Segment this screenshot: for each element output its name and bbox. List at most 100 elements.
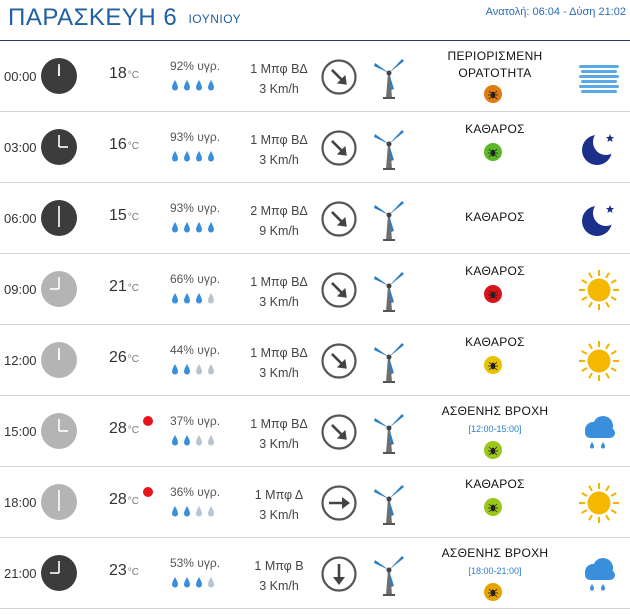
pollen-level-icon bbox=[484, 285, 502, 303]
forecast-row: 06:00 15°C 93% υγρ. 2 Μπφ ΒΔ 9 Km/h ΚΑΘΑ… bbox=[0, 183, 630, 254]
weather-condition: ΠΕΡΙΟΡΙΣΜΕΝΗ ΟΡΑΤΟΤΗΤΑ bbox=[447, 49, 543, 80]
wind-turbine-icon bbox=[372, 481, 406, 525]
wind-info: 1 Μπφ ΒΔ 3 Km/h bbox=[236, 272, 322, 312]
wind-info: 1 Μπφ ΒΔ 3 Km/h bbox=[236, 343, 322, 383]
temperature-value: 28 bbox=[109, 491, 127, 508]
temperature-unit: °C bbox=[127, 283, 140, 294]
temperature: 26°C bbox=[109, 349, 139, 367]
temperature: 28°C bbox=[109, 491, 139, 509]
humidity: 53% υγρ. bbox=[169, 556, 221, 570]
humidity-drops-icon bbox=[169, 221, 221, 235]
sunrise-sunset: Ανατολή: 06:04 - Δύση 21:02 bbox=[485, 6, 626, 18]
forecast-row: 12:00 26°C 44% υγρ. 1 Μπφ ΒΔ 3 Km/h ΚΑΘΑ… bbox=[0, 325, 630, 396]
condition-period: [12:00-15:00] bbox=[468, 424, 522, 434]
condition-period: [18:00-21:00] bbox=[468, 566, 522, 576]
humidity-drops-icon bbox=[169, 150, 221, 164]
clock-icon bbox=[41, 484, 77, 520]
wind-speed: 3 Km/h bbox=[259, 508, 299, 522]
clock-icon bbox=[41, 58, 77, 94]
temperature-value: 15 bbox=[109, 207, 127, 224]
wind-force: 1 Μπφ ΒΔ bbox=[250, 275, 308, 289]
pollen-level-icon bbox=[484, 356, 502, 374]
pollen-level-icon bbox=[484, 498, 502, 516]
humidity: 93% υγρ. bbox=[169, 130, 221, 144]
sun-icon bbox=[577, 268, 621, 312]
forecast-row: 15:00 28°C 37% υγρ. 1 Μπφ ΒΔ 3 Km/h ΑΣΘΕ… bbox=[0, 396, 630, 467]
humidity-drops-icon bbox=[169, 505, 221, 519]
sun-icon bbox=[577, 339, 621, 383]
temperature-value: 28 bbox=[109, 420, 127, 437]
pollen-level-icon bbox=[484, 441, 502, 459]
forecast-row: 03:00 16°C 93% υγρ. 1 Μπφ ΒΔ 3 Km/h ΚΑΘΑ… bbox=[0, 112, 630, 183]
humidity-drops-icon bbox=[169, 576, 221, 590]
wind-turbine-icon bbox=[372, 410, 406, 454]
wind-force: 1 Μπφ ΒΔ bbox=[250, 417, 308, 431]
wind-direction-arrow-icon bbox=[321, 414, 357, 450]
wind-direction-arrow-icon bbox=[321, 343, 357, 379]
forecast-row: 09:00 21°C 66% υγρ. 1 Μπφ ΒΔ 3 Km/h ΚΑΘΑ… bbox=[0, 254, 630, 325]
rain-indicator-dot bbox=[143, 487, 153, 497]
humidity-drops-icon bbox=[169, 434, 221, 448]
temperature-value: 21 bbox=[109, 278, 127, 295]
wind-force: 1 Μπφ Β bbox=[254, 559, 304, 573]
wind-direction-arrow-icon bbox=[321, 272, 357, 308]
humidity-drops-icon bbox=[169, 79, 221, 93]
weather-condition: ΑΣΘΕΝΗΣ ΒΡΟΧΗ bbox=[441, 404, 549, 418]
wind-force: 2 Μπφ ΒΔ bbox=[250, 204, 308, 218]
wind-direction-arrow-icon bbox=[321, 130, 357, 166]
wind-speed: 3 Km/h bbox=[259, 579, 299, 593]
wind-speed: 9 Km/h bbox=[259, 224, 299, 238]
wind-info: 1 Μπφ ΒΔ 3 Km/h bbox=[236, 130, 322, 170]
wind-force: 1 Μπφ Δ bbox=[254, 488, 304, 502]
weather-condition: ΚΑΘΑΡΟΣ bbox=[465, 335, 525, 349]
wind-info: 1 Μπφ ΒΔ 3 Km/h bbox=[236, 414, 322, 454]
weather-condition: ΚΑΘΑΡΟΣ bbox=[465, 477, 525, 491]
rain-cloud-icon bbox=[577, 552, 621, 596]
forecast-time: 18:00 bbox=[4, 495, 37, 510]
wind-speed: 3 Km/h bbox=[259, 437, 299, 451]
month-label: ΙΟΥΝΙΟΥ bbox=[188, 11, 242, 26]
clock-icon bbox=[41, 200, 77, 236]
temperature-value: 16 bbox=[109, 136, 127, 153]
humidity: 44% υγρ. bbox=[169, 343, 221, 357]
forecast-time: 12:00 bbox=[4, 353, 37, 368]
pollen-level-icon bbox=[484, 143, 502, 161]
forecast-time: 15:00 bbox=[4, 424, 37, 439]
temperature-value: 23 bbox=[109, 562, 127, 579]
wind-direction-arrow-icon bbox=[321, 201, 357, 237]
forecast-time: 03:00 bbox=[4, 140, 37, 155]
wind-info: 1 Μπφ Β 3 Km/h bbox=[236, 556, 322, 596]
wind-info: 1 Μπφ Δ 3 Km/h bbox=[236, 485, 322, 525]
rain-indicator-dot bbox=[143, 416, 153, 426]
temperature-unit: °C bbox=[127, 496, 140, 507]
pollen-level-icon bbox=[484, 85, 502, 103]
temperature-value: 18 bbox=[109, 65, 127, 82]
day-title: ΠΑΡΑΣΚΕΥΗ 6 ΙΟΥΝΙΟΥ bbox=[8, 4, 241, 32]
wind-turbine-icon bbox=[372, 552, 406, 596]
wind-direction-arrow-icon bbox=[321, 485, 357, 521]
fog-icon bbox=[577, 55, 621, 99]
temperature-unit: °C bbox=[127, 141, 140, 152]
temperature: 21°C bbox=[109, 278, 139, 296]
day-header: ΠΑΡΑΣΚΕΥΗ 6 ΙΟΥΝΙΟΥ Ανατολή: 06:04 - Δύσ… bbox=[0, 0, 630, 41]
temperature: 16°C bbox=[109, 136, 139, 154]
humidity: 66% υγρ. bbox=[169, 272, 221, 286]
temperature-unit: °C bbox=[127, 354, 140, 365]
temperature: 18°C bbox=[109, 65, 139, 83]
wind-speed: 3 Km/h bbox=[259, 82, 299, 96]
sun-icon bbox=[577, 481, 621, 525]
clock-icon bbox=[41, 342, 77, 378]
wind-turbine-icon bbox=[372, 197, 406, 241]
clock-icon bbox=[41, 129, 77, 165]
humidity: 93% υγρ. bbox=[169, 201, 221, 215]
pollen-level-icon bbox=[484, 583, 502, 601]
wind-force: 1 Μπφ ΒΔ bbox=[250, 62, 308, 76]
humidity-drops-icon bbox=[169, 292, 221, 306]
forecast-time: 09:00 bbox=[4, 282, 37, 297]
weather-condition: ΚΑΘΑΡΟΣ bbox=[465, 264, 525, 278]
wind-info: 1 Μπφ ΒΔ 3 Km/h bbox=[236, 59, 322, 99]
moon-icon bbox=[577, 126, 621, 170]
forecast-row: 00:00 18°C 92% υγρ. 1 Μπφ ΒΔ 3 Km/h ΠΕΡΙ… bbox=[0, 41, 630, 112]
forecast-row: 21:00 23°C 53% υγρ. 1 Μπφ Β 3 Km/h ΑΣΘΕΝ… bbox=[0, 538, 630, 609]
moon-icon bbox=[577, 197, 621, 241]
